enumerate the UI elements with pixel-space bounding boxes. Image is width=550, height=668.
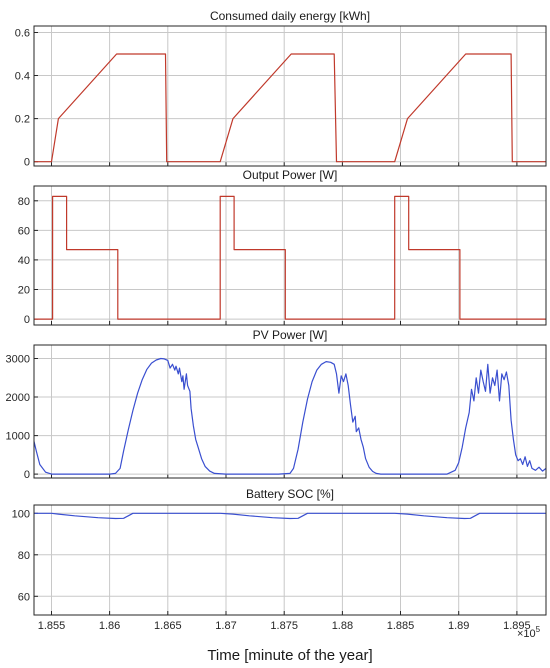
x-axis-label: Time [minute of the year] — [207, 647, 372, 664]
subplot-title: Consumed daily energy [kWh] — [210, 9, 370, 23]
y-tick-label: 0 — [24, 469, 30, 481]
x-tick-label: 1.89 — [448, 620, 469, 632]
x-tick-label: 1.86 — [99, 620, 120, 632]
subplot-consumed-energy: Consumed daily energy [kWh] 0 0.2 0.4 0.6 — [15, 9, 547, 169]
subplot-title: Output Power [W] — [243, 168, 338, 182]
y-tick-label: 100 — [12, 508, 30, 520]
x-tick-label: 1.895 — [503, 620, 531, 632]
y-tick-label: 60 — [18, 591, 30, 603]
subplot-pv-power: PV Power [W] 0 1000 2000 3000 — [6, 328, 547, 481]
x-exponent: ×105 — [517, 625, 541, 640]
plot-border — [33, 185, 547, 326]
y-tick-label: 0 — [24, 314, 30, 326]
y-tick-label: 0.4 — [15, 71, 30, 83]
series-line — [34, 512, 546, 520]
y-tick-label: 60 — [18, 225, 30, 237]
plot-border — [33, 25, 547, 167]
series-line — [33, 357, 547, 475]
x-tick-label: 1.87 — [215, 620, 236, 632]
plot-area — [33, 504, 547, 616]
x-tick-label: 1.885 — [387, 620, 415, 632]
subplot-title: PV Power [W] — [253, 328, 328, 342]
x-tick-label: 1.855 — [38, 620, 66, 632]
series-line — [34, 53, 546, 163]
x-exponent-power: 5 — [536, 625, 541, 634]
y-tick-label: 3000 — [6, 354, 30, 366]
y-tick-label: 0 — [24, 157, 30, 169]
subplot-output-power: Output Power [W] 0 20 40 60 80 — [18, 168, 547, 326]
plot-border — [33, 344, 547, 479]
plot-area — [33, 25, 547, 167]
x-exponent-base: ×10 — [517, 628, 536, 640]
subplot-title: Battery SOC [%] — [246, 487, 334, 501]
y-tick-label: 1000 — [6, 431, 30, 443]
y-tick-label: 0.2 — [15, 114, 30, 126]
x-tick-label: 1.88 — [332, 620, 353, 632]
y-tick-label: 80 — [18, 196, 30, 208]
subplot-battery-soc: Battery SOC [%] 1.855 1.86 1.865 1.87 1.875 1… — [12, 487, 547, 632]
y-tick-label: 0.6 — [15, 28, 30, 40]
y-tick-label: 40 — [18, 255, 30, 267]
series-line — [34, 195, 546, 320]
y-tick-label: 2000 — [6, 392, 30, 404]
x-tick-label: 1.875 — [270, 620, 298, 632]
y-tick-label: 20 — [18, 285, 30, 297]
plot-border — [33, 504, 547, 616]
y-tick-label: 80 — [18, 550, 30, 562]
plot-area — [33, 185, 547, 326]
x-tick-label: 1.865 — [154, 620, 182, 632]
